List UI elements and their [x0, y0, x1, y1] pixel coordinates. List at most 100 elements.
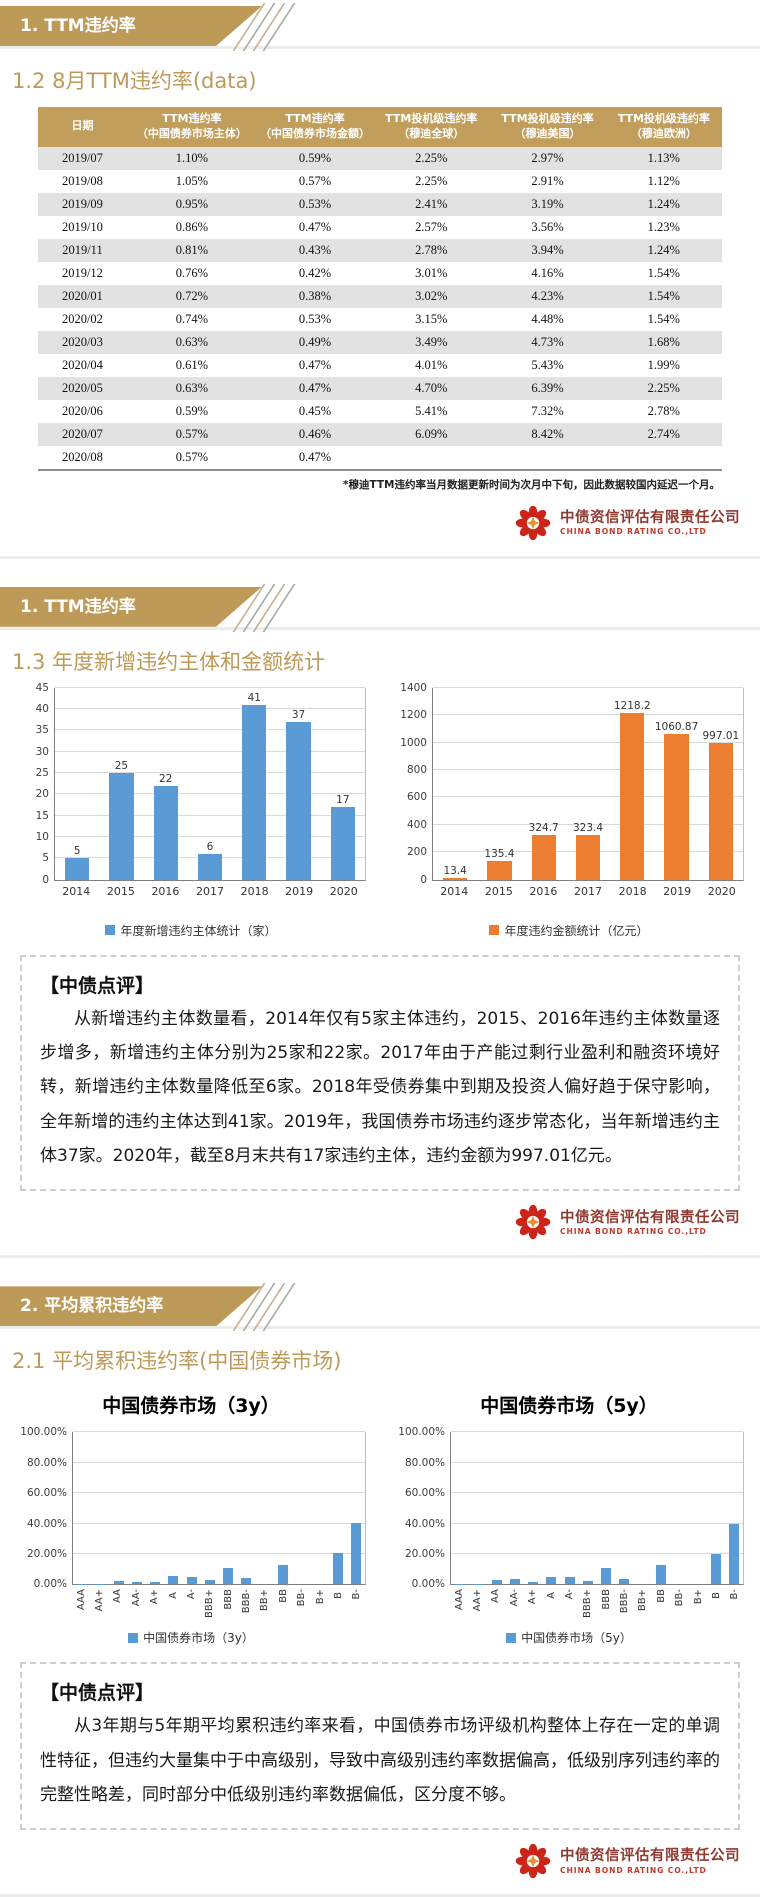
bars-group — [451, 1432, 743, 1585]
x-tick-label: BB+ — [259, 1589, 271, 1612]
subsection-title: 1.3 年度新增违约主体和金额统计 — [12, 649, 326, 674]
x-tick-label: AA- — [130, 1589, 142, 1607]
bar-A+ — [528, 1582, 539, 1585]
x-tick-label: BB — [655, 1589, 667, 1604]
section-banner: 2. 平均累积违约率 — [0, 1286, 262, 1326]
plot-area: 13.4 135.4 324.7 323.4 1218.2 1060.87 997.01 — [432, 686, 744, 881]
gridline — [451, 1461, 743, 1463]
x-tick: A- — [182, 1585, 200, 1621]
x-axis-labels: 2014 2015 2016 2017 2018 2019 2020 — [394, 881, 744, 898]
section-banner-label: 1. TTM违约率 — [20, 16, 136, 36]
subsection-title: 2.1 平均累积违约率(中国债券市场) — [12, 1349, 342, 1374]
x-tick: A- — [560, 1585, 578, 1621]
value-cell: 3.01% — [415, 265, 448, 280]
bar-2015 — [109, 773, 134, 880]
x-tick-label: 2014 — [62, 884, 91, 898]
x-tick: 2017 — [188, 881, 233, 898]
bar-slot — [579, 1432, 597, 1585]
bar-BBB — [601, 1568, 612, 1585]
bar-2016 — [531, 835, 556, 880]
comment-box: 【中债点评】 从新增违约主体数量看，2014年仅有5家主体违约，2015、201… — [20, 954, 740, 1192]
default-amount-bar-chart: 0 200 400 600 800 1000 1200 1400 13.4 135.4 324.7 3… — [394, 682, 744, 939]
bar-2018 — [620, 712, 645, 880]
gridline — [451, 1552, 743, 1554]
comment-title: 【中债点评】 — [40, 1682, 155, 1705]
table-row: 2019/08 1.05% 0.57% 2.25% 2.91% 1.12% — [38, 170, 722, 193]
company-name-en: CHINA BOND RATING CO.,LTD — [560, 527, 707, 536]
x-tick: BBB — [597, 1585, 615, 1621]
value-cell: 2.74% — [647, 426, 680, 441]
x-tick-label: BBB — [600, 1589, 612, 1610]
bar-slot: 5 — [55, 688, 99, 880]
x-tick-label: AA — [490, 1589, 502, 1604]
value-cell: 2.41% — [415, 196, 448, 211]
slide-ttm-table: 1. TTM违约率 1.2 8月TTM违约率(data) 日期 TTM违约率 （中… — [0, 3, 760, 559]
date-cell: 2020/06 — [61, 403, 103, 418]
subsection-title: 1.2 8月TTM违约率(data) — [12, 69, 257, 93]
x-tick: BB — [274, 1585, 292, 1621]
cumulative-5y-bar-chart: 0.00% 20.00% 40.00% 60.00% 80.00% 100.00% AAA A… — [394, 1426, 744, 1646]
company-logo: 中债资信评估有限责任公司 CHINA BOND RATING CO.,LTD — [0, 504, 740, 542]
value-cell: 0.42% — [298, 265, 332, 280]
bar-A — [168, 1575, 179, 1585]
new-defaulters-bar-chart: 0 5 10 15 20 25 30 35 40 45 5 25 22 6 41 37 17 2014 2015 20… — [16, 682, 366, 939]
bar-slot — [524, 1432, 542, 1585]
bar-value-label: 997.01 — [702, 729, 740, 742]
bar-AAA — [455, 1583, 466, 1585]
value-cell: 1.13% — [647, 150, 680, 165]
x-tick: B — [329, 1585, 347, 1621]
value-cell: 0.53% — [298, 311, 332, 326]
table-row: 2020/03 0.63% 0.49% 3.49% 4.73% 1.68% — [38, 330, 722, 354]
x-tick: BB- — [671, 1585, 689, 1621]
value-cell — [606, 446, 722, 470]
x-tick-label: 2016 — [529, 884, 558, 898]
x-tick: 2019 — [655, 881, 700, 898]
gridline — [55, 836, 365, 838]
bar-A+ — [150, 1582, 161, 1585]
bar-2019 — [664, 734, 689, 880]
x-axis-labels: 2014 2015 2016 2017 2018 2019 2020 — [16, 881, 366, 898]
company-name-cn: 中债资信评估有限责任公司 — [560, 1209, 740, 1226]
bar-value-label: 25 — [114, 760, 129, 773]
gridline — [73, 1522, 365, 1524]
y-tick-label: 0.00% — [33, 1578, 67, 1591]
chart-body: 0.00% 20.00% 40.00% 60.00% 80.00% 100.00% — [16, 1426, 366, 1590]
gridline — [433, 714, 743, 716]
value-cell: 5.41% — [415, 403, 448, 418]
bar-2020 — [330, 807, 355, 880]
value-cell: 1.99% — [647, 357, 680, 372]
company-name-cn: 中债资信评估有限责任公司 — [560, 509, 740, 526]
gridline — [55, 814, 365, 816]
date-cell: 2019/09 — [61, 196, 103, 211]
bar-slot — [164, 1432, 182, 1585]
chart-legend: 年度违约金额统计（亿元） — [394, 922, 744, 939]
y-tick-label: 20.00% — [26, 1547, 67, 1560]
table-row: 2020/06 0.59% 0.45% 5.41% 7.32% 2.78% — [38, 400, 722, 423]
date-cell: 2019/12 — [61, 265, 103, 280]
bar-slot — [73, 1432, 91, 1585]
bars-group: 5 25 22 6 41 37 17 — [55, 688, 365, 880]
value-cell: 3.49% — [415, 334, 448, 349]
company-name-cn: 中债资信评估有限责任公司 — [560, 1848, 740, 1865]
x-tick: AAA — [450, 1585, 468, 1621]
cumulative-3y-bar-chart: 0.00% 20.00% 40.00% 60.00% 80.00% 100.00% AAA A… — [16, 1426, 366, 1646]
value-cell: 0.61% — [175, 357, 209, 372]
date-cell: 2019/07 — [61, 150, 103, 165]
ttm-default-rate-table: 日期 TTM违约率 （中国债券市场主体） TTM违约率 （中国债券市场金额） TTM投… — [38, 107, 722, 471]
bar-slot — [688, 1432, 706, 1584]
bar-value-label: 41 — [247, 691, 261, 704]
value-cell: 2.78% — [415, 242, 448, 257]
x-tick-label: A+ — [149, 1589, 161, 1605]
bar-slot: 323.4 — [566, 688, 610, 880]
bar-AA+ — [95, 1583, 106, 1585]
bar-2020 — [708, 742, 733, 880]
bar-slot: 22 — [144, 688, 188, 880]
legend-swatch — [506, 1632, 517, 1643]
gridline — [433, 768, 743, 770]
value-cell: 4.16% — [531, 265, 564, 280]
y-tick-label: 30 — [35, 745, 49, 758]
section-banner-row: 1. TTM违约率 — [0, 3, 760, 51]
date-cell: 2019/08 — [61, 173, 103, 188]
x-tick: A — [542, 1585, 560, 1621]
bar-value-label: 1060.87 — [654, 721, 699, 734]
